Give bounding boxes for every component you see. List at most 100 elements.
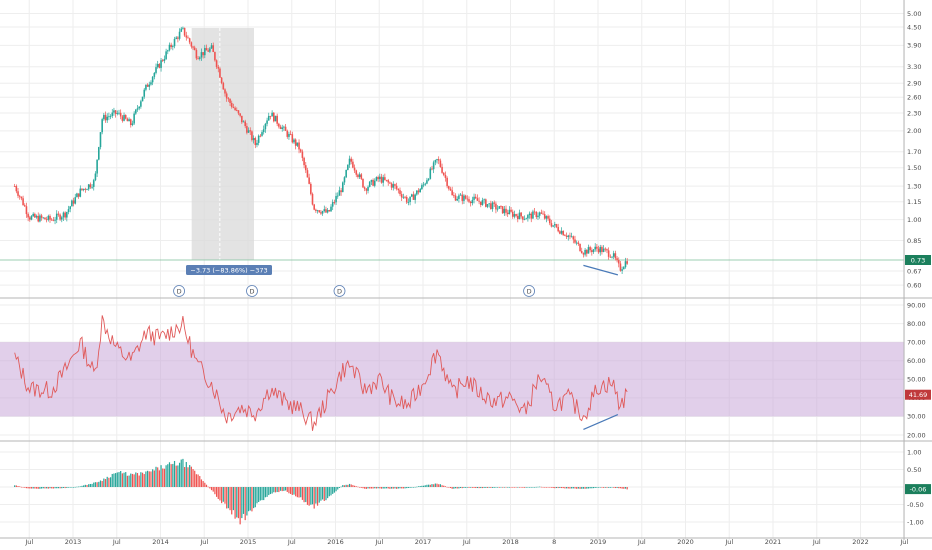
candle-body (77, 193, 80, 197)
last-price-label: 0.73 (911, 256, 925, 264)
dividend-marker[interactable] (523, 285, 535, 297)
macd-bar (150, 471, 152, 487)
candle-body (609, 256, 612, 258)
rsi-band (0, 342, 904, 417)
candle-body (128, 119, 130, 122)
macd-bar (608, 487, 610, 488)
rsi-pane[interactable] (0, 315, 904, 431)
candle-body (215, 60, 218, 67)
candle-body (133, 113, 135, 124)
macd-bar (485, 487, 487, 488)
candle-body (624, 261, 627, 268)
candle-body (177, 37, 179, 39)
candle-body (220, 77, 223, 84)
candle-body (579, 243, 581, 252)
candle-body (321, 211, 324, 214)
candle-body (166, 50, 169, 52)
macd-bar (49, 487, 51, 489)
candle-body (585, 249, 588, 254)
candle-body (156, 63, 159, 68)
candle-body (82, 188, 85, 190)
macd-bar (527, 487, 529, 488)
macd-bar (539, 486, 541, 488)
macd-bar (436, 483, 438, 487)
macd-bar (173, 460, 176, 487)
price-trendline[interactable] (583, 264, 619, 276)
macd-bar (138, 475, 140, 487)
candle-body (575, 242, 578, 244)
candle-body (249, 130, 252, 132)
macd-bar (54, 487, 56, 489)
candle-body (257, 135, 260, 143)
dividend-marker-label: D (527, 287, 532, 295)
candle-body (474, 196, 477, 199)
candle-body (454, 195, 457, 201)
macd-pane[interactable] (14, 458, 628, 525)
macd-bar (130, 473, 132, 487)
macd-bar (505, 487, 507, 488)
macd-bar (471, 487, 473, 488)
candle-body (256, 142, 258, 146)
macd-bar (192, 469, 194, 487)
candle-body (113, 110, 115, 113)
macd-bar (146, 470, 149, 487)
macd-bar (530, 487, 532, 488)
macd-bar (382, 487, 384, 489)
macd-bar (30, 487, 33, 489)
candle-body (345, 169, 347, 178)
candle-body (621, 269, 623, 271)
candle-body (195, 50, 198, 59)
macd-bar (283, 487, 285, 491)
candle-body (18, 195, 21, 197)
dividend-marker[interactable] (173, 285, 185, 297)
macd-bar (594, 487, 596, 488)
candle-body (358, 174, 361, 178)
candle-body (516, 215, 519, 220)
candle-body (528, 213, 531, 216)
measure-range-box[interactable] (191, 28, 254, 260)
dividend-marker[interactable] (333, 285, 346, 297)
macd-bar (224, 487, 226, 504)
macd-bar (409, 487, 411, 488)
macd-bar (99, 480, 102, 487)
candle-body (352, 161, 354, 168)
candle-body (432, 162, 435, 170)
candle-body (234, 107, 236, 111)
candle-body (180, 28, 183, 32)
candle-body (589, 247, 591, 251)
macd-bar (402, 487, 404, 489)
macd-bar (20, 486, 22, 488)
macd-value-tag (905, 484, 931, 495)
candle-body (225, 93, 228, 99)
candle-body (397, 188, 400, 191)
macd-bar (478, 487, 480, 489)
candle-body (554, 224, 556, 226)
macd-bar (616, 487, 618, 488)
candle-body (601, 246, 603, 252)
macd-bar (316, 487, 319, 506)
macd-bar (426, 484, 428, 487)
candle-body (91, 186, 93, 188)
macd-bar (64, 487, 66, 489)
macd-bar (199, 476, 201, 487)
dividend-marker[interactable] (246, 285, 258, 297)
candle-body (69, 206, 71, 210)
macd-bar (39, 487, 41, 489)
candle-body (161, 60, 164, 62)
candle-body (39, 215, 41, 222)
rsi-line[interactable] (14, 315, 628, 431)
macd-bar (118, 472, 120, 487)
macd-bar (227, 487, 229, 509)
y-tick-label: 4.50 (907, 23, 921, 31)
candle-body (567, 235, 570, 237)
macd-bar (143, 474, 145, 487)
candle-body (173, 38, 176, 47)
candle-body (597, 248, 600, 253)
candle-body (244, 121, 246, 127)
macd-bar (27, 487, 29, 489)
candle-body (182, 27, 184, 29)
rsi-trendline[interactable] (583, 414, 619, 430)
macd-bar (168, 462, 171, 487)
